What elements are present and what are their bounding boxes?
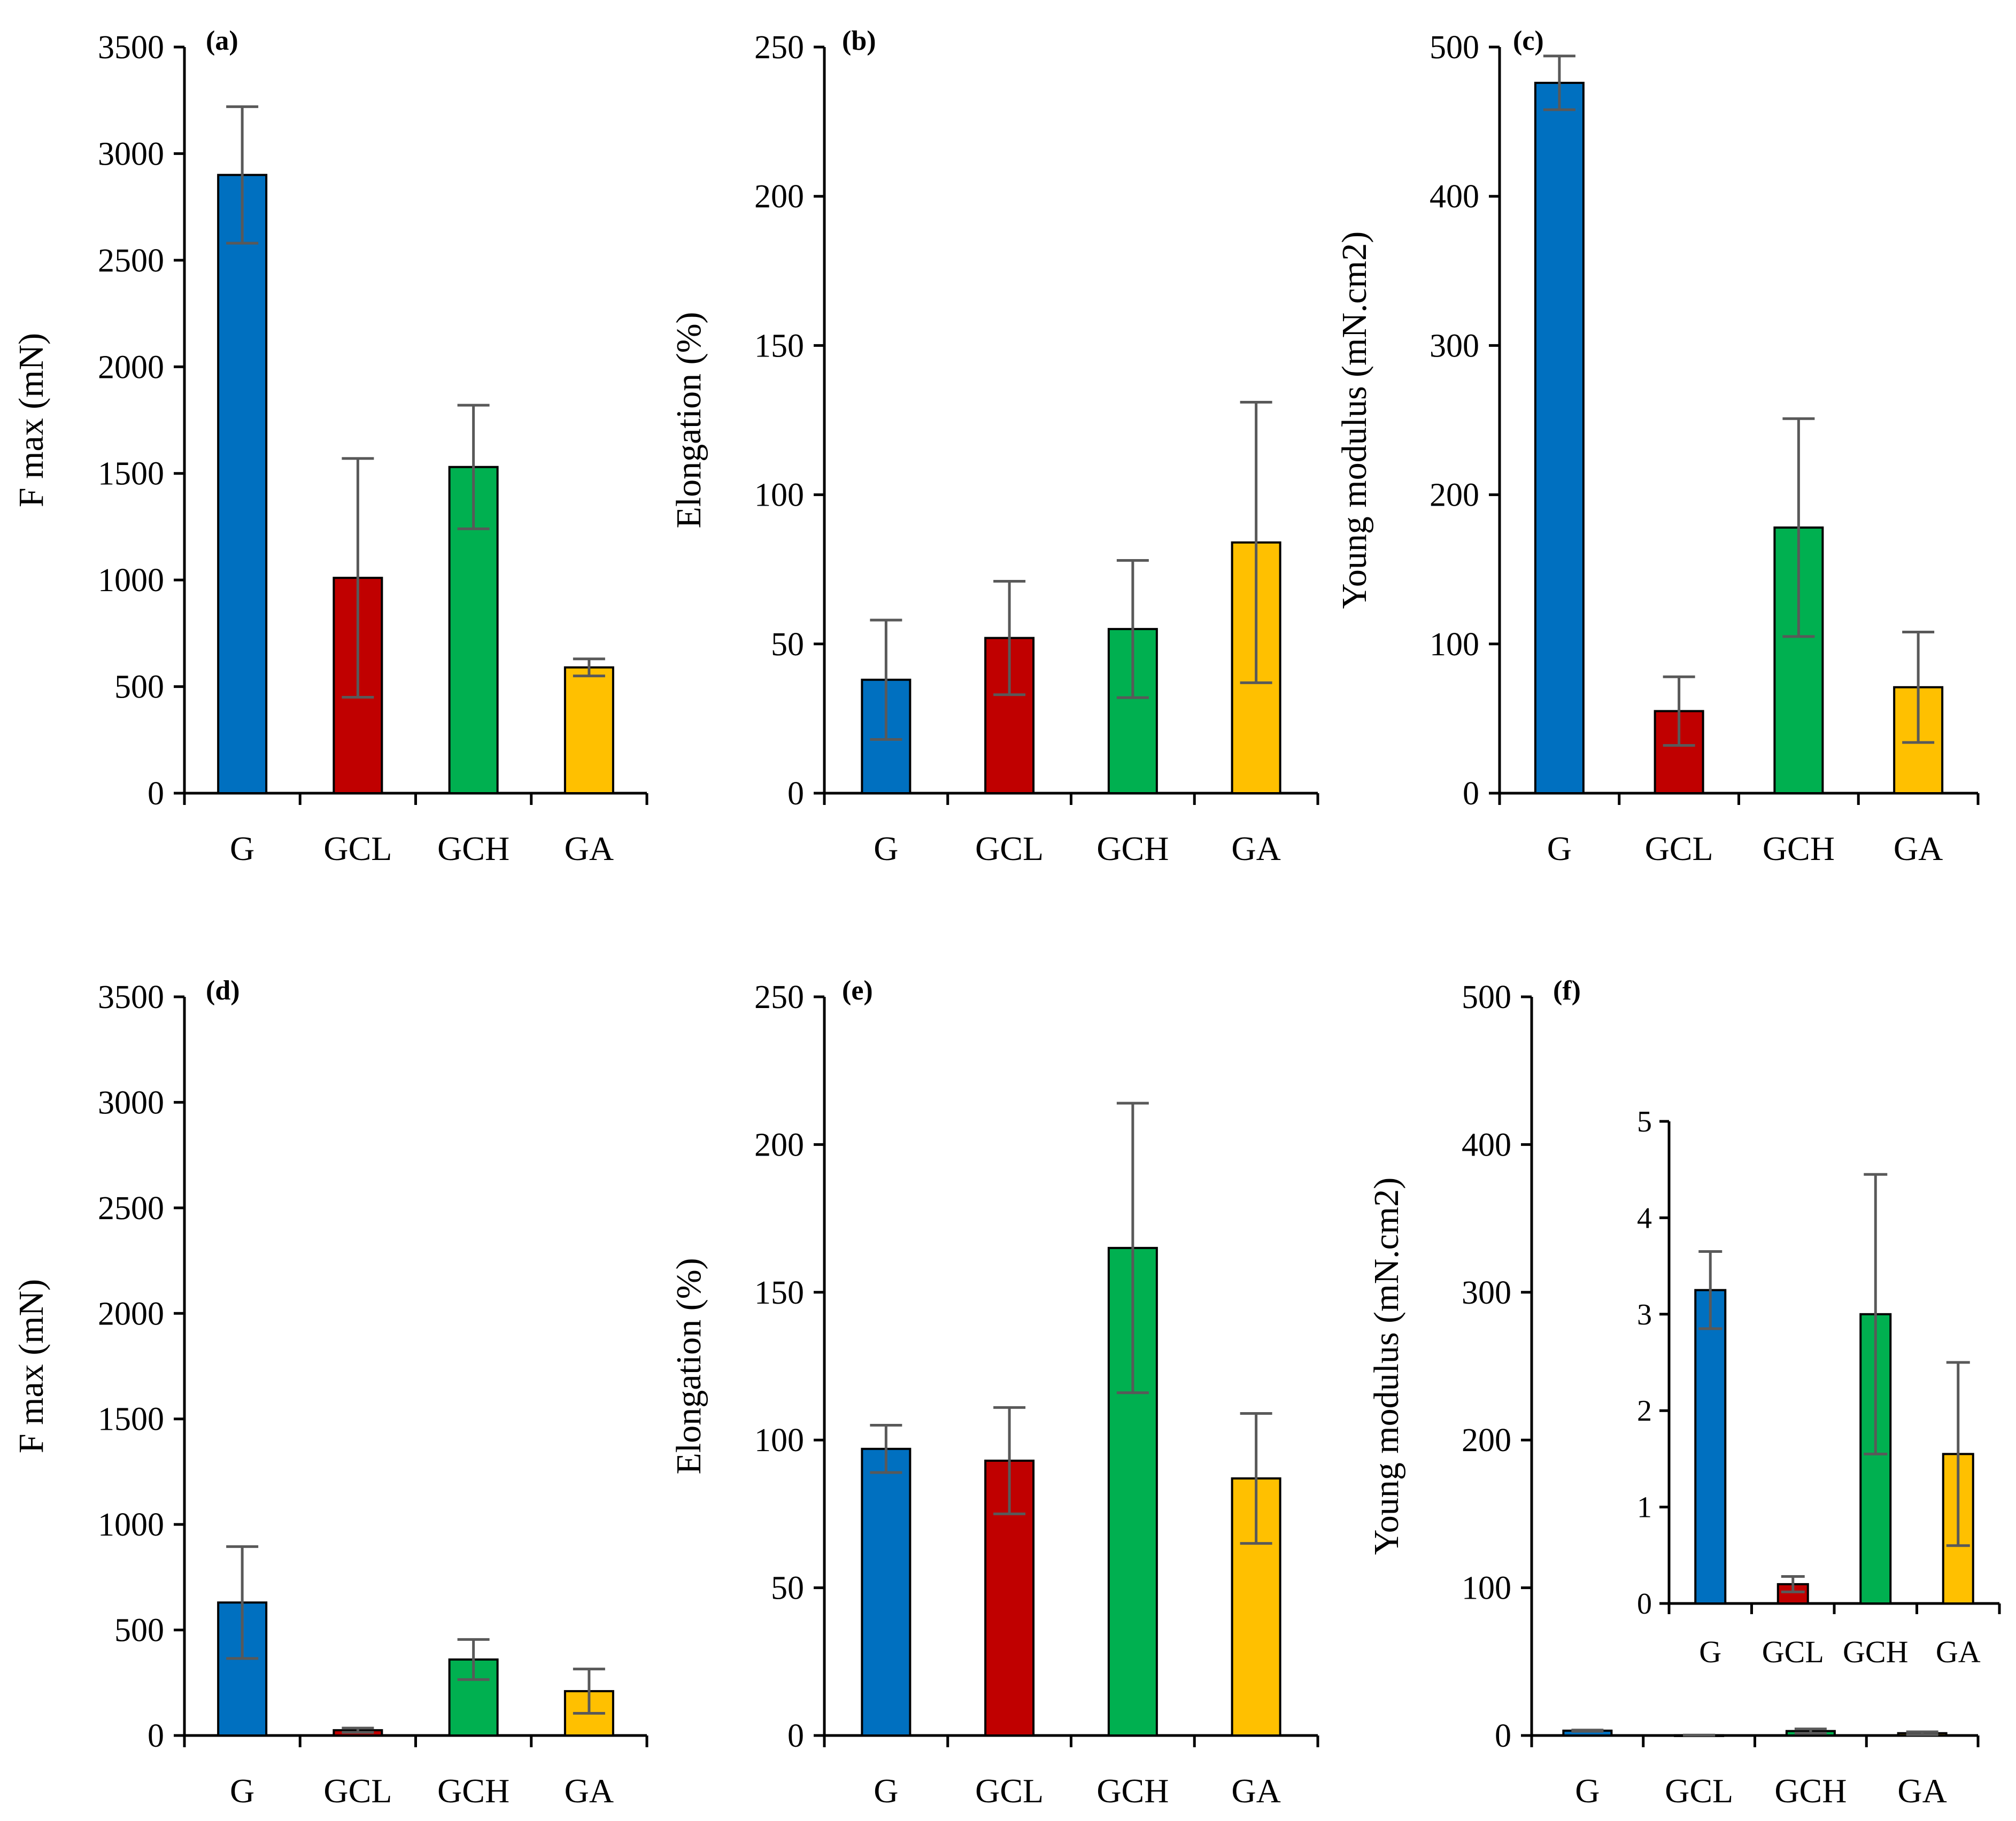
inset-x-tick-label: GCH <box>1843 1634 1908 1669</box>
x-tick-label: GA <box>565 1772 614 1810</box>
y-tick-label: 500 <box>114 669 164 706</box>
panel-label: (a) <box>206 26 238 56</box>
x-tick-label: GA <box>1894 830 1943 867</box>
x-tick-label: GA <box>1231 830 1280 867</box>
y-tick-label: 0 <box>787 1718 804 1754</box>
y-axis-title: Elongation (%) <box>669 312 708 528</box>
y-tick-label: 1500 <box>98 456 164 492</box>
y-tick-label: 2500 <box>98 1190 164 1227</box>
inset-y-tick-label: 5 <box>1637 1105 1652 1138</box>
x-tick-label: G <box>230 1772 254 1810</box>
x-tick-label: G <box>874 830 898 867</box>
panel-label: (d) <box>206 975 240 1006</box>
bar-g <box>217 174 268 794</box>
x-tick-label: GCH <box>1763 830 1835 867</box>
bar-g <box>1534 82 1585 794</box>
y-tick-label: 100 <box>1462 1570 1511 1607</box>
inset-y-tick-label: 0 <box>1637 1587 1652 1621</box>
bar-g <box>1694 1289 1727 1605</box>
y-tick-label: 150 <box>754 328 804 364</box>
inset-x-tick-label: G <box>1699 1634 1721 1669</box>
inset-y-tick-label: 4 <box>1637 1202 1652 1235</box>
chart-panel-a: 0 500 1000 1500 2000 2500 3000 3500 G GCL GCH GA F m… <box>12 26 648 867</box>
inset-y-tick-label: 2 <box>1637 1394 1652 1428</box>
x-tick-label: GCL <box>975 1772 1044 1810</box>
chart-panel-f: 0 100 200 300 400 500 G GCL GCH GA Young modulus (… <box>1367 975 2001 1810</box>
panel-label: (e) <box>842 975 873 1006</box>
x-tick-label: GA <box>565 830 614 867</box>
y-axis-title: Young modulus (mN.cm2) <box>1367 1177 1406 1555</box>
y-tick-label: 2000 <box>98 349 164 385</box>
panel-label: (b) <box>842 26 876 56</box>
x-tick-label: GCL <box>323 830 392 867</box>
y-tick-label: 0 <box>1495 1718 1511 1754</box>
inset-x-tick-label: GA <box>1936 1634 1981 1669</box>
y-tick-label: 1500 <box>98 1401 164 1438</box>
y-tick-label: 2000 <box>98 1296 164 1332</box>
y-tick-label: 100 <box>1430 626 1479 663</box>
panel-label: (c) <box>1513 26 1544 56</box>
y-tick-label: 3000 <box>98 136 164 172</box>
x-tick-label: GCH <box>1774 1772 1847 1810</box>
y-tick-label: 100 <box>754 477 804 514</box>
x-tick-label: GCH <box>437 1772 509 1810</box>
x-tick-label: G <box>230 830 254 867</box>
y-tick-label: 0 <box>148 776 164 812</box>
y-tick-label: 500 <box>1430 29 1479 66</box>
y-axis-title: Young modulus (mN.cm2) <box>1335 231 1374 609</box>
y-tick-label: 200 <box>1462 1422 1511 1459</box>
x-tick-label: GA <box>1897 1772 1947 1810</box>
x-tick-label: GCL <box>1665 1772 1733 1810</box>
bar-g <box>861 1447 912 1737</box>
y-tick-label: 250 <box>754 29 804 66</box>
y-axis-title: F max (mN) <box>12 1279 51 1453</box>
panel-label: (f) <box>1553 975 1581 1006</box>
inset-chart: 0 1 2 3 4 5 G GCL GCH GA <box>1637 1105 2001 1669</box>
chart-panel-c: 0 100 200 300 400 500 G GCL GCH GA Young modulus (… <box>1335 26 1980 867</box>
x-tick-label: GCH <box>1096 1772 1169 1810</box>
y-tick-label: 500 <box>114 1613 164 1649</box>
x-tick-label: GCL <box>1645 830 1713 867</box>
x-tick-label: GCL <box>975 830 1044 867</box>
y-tick-label: 300 <box>1430 328 1479 364</box>
chart-panel-e: 0 50 100 150 200 250 G GCL GCH GA Elongation (%) (e… <box>669 975 1319 1810</box>
y-tick-label: 0 <box>787 776 804 812</box>
inset-y-tick-label: 3 <box>1637 1298 1652 1331</box>
y-tick-label: 3500 <box>98 29 164 66</box>
inset-x-tick-label: GCL <box>1762 1634 1824 1669</box>
chart-panel-b: 0 50 100 150 200 250 G GCL GCH GA Elongation (%) (b… <box>669 26 1319 867</box>
inset-y-tick-label: 1 <box>1637 1491 1652 1524</box>
y-tick-label: 50 <box>771 626 804 663</box>
chart-panel-d: 0 500 1000 1500 2000 2500 3000 3500 G GCL GCH GA F m… <box>12 975 648 1810</box>
x-tick-label: GCL <box>323 1772 392 1810</box>
y-tick-label: 100 <box>754 1422 804 1459</box>
y-tick-label: 200 <box>754 1127 804 1163</box>
x-tick-label: GA <box>1231 1772 1280 1810</box>
y-tick-label: 200 <box>754 179 804 215</box>
y-tick-label: 50 <box>771 1570 804 1607</box>
y-tick-label: 500 <box>1462 979 1511 1016</box>
y-tick-label: 3500 <box>98 979 164 1016</box>
x-tick-label: G <box>1547 830 1572 867</box>
y-tick-label: 400 <box>1462 1127 1511 1163</box>
y-tick-label: 300 <box>1462 1275 1511 1311</box>
bar-ga <box>563 666 614 795</box>
x-tick-label: G <box>874 1772 898 1810</box>
y-tick-label: 400 <box>1430 179 1479 215</box>
x-tick-label: GCH <box>1096 830 1169 867</box>
y-tick-label: 200 <box>1430 477 1479 514</box>
y-axis-title: Elongation (%) <box>669 1258 708 1474</box>
x-tick-label: GCH <box>437 830 509 867</box>
y-tick-label: 0 <box>1463 776 1479 812</box>
y-tick-label: 150 <box>754 1275 804 1311</box>
y-tick-label: 3000 <box>98 1084 164 1121</box>
y-axis-title: F max (mN) <box>12 333 51 507</box>
y-tick-label: 2500 <box>98 243 164 279</box>
y-tick-label: 1000 <box>98 562 164 599</box>
y-tick-label: 0 <box>148 1718 164 1754</box>
y-tick-label: 1000 <box>98 1507 164 1543</box>
x-tick-label: G <box>1575 1772 1600 1810</box>
y-tick-label: 250 <box>754 979 804 1016</box>
